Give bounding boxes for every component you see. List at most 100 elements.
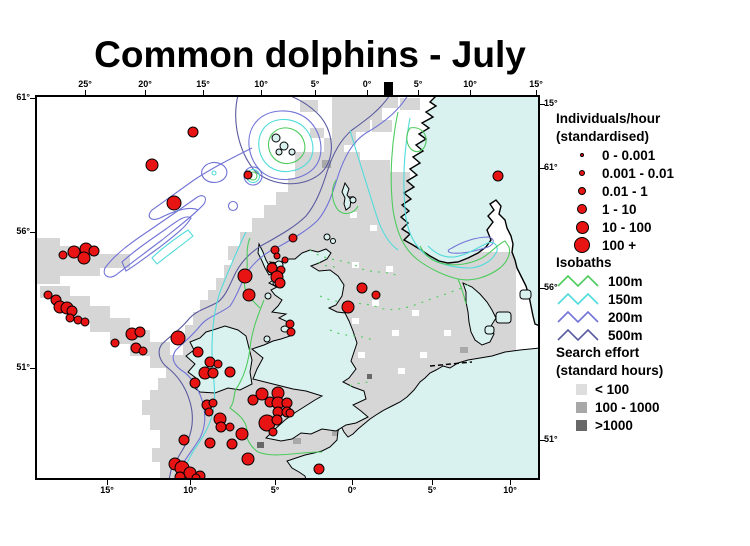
isobath-line-icon [557,310,599,324]
legend-effort-item: < 100 [556,380,748,398]
effort-label: 100 - 1000 [595,399,660,415]
sighting-dot [174,471,186,480]
island [519,289,532,300]
axis-tick [432,480,433,485]
sighting-dot [285,408,295,418]
sighting-dot [286,327,296,337]
sighting-dot [77,251,91,265]
sighting-dot [247,394,259,406]
sighting-size-icon [574,237,590,253]
black-marker [384,82,393,95]
effort-heading-2: (standard hours) [556,363,664,378]
britain-coast [250,248,369,442]
axis-tick [107,480,108,485]
sightings-layer [43,126,504,480]
sighting-dot [268,427,278,437]
legend-rate-item: 0.001 - 0.01 [556,164,748,182]
dot-swatch-box [570,203,594,215]
sighting-dot [191,473,201,480]
legend-isobath-item: 500m [556,326,748,344]
axis-tick [367,90,368,95]
dot-swatch-box [570,186,594,196]
rate-label: 0 - 0.001 [602,147,656,163]
isobath-line-icon [557,328,599,342]
sighting-dot [204,437,216,449]
sighting-dot [371,290,381,300]
axis-tick [540,440,545,441]
sighting-size-icon [578,169,586,177]
axis-label-left: 61° [16,92,30,102]
axis-label-right: 15° [544,98,558,108]
coastline-layer [185,95,540,480]
sighting-dot [313,463,325,475]
sighting-dot [170,330,186,346]
orkney [330,238,336,244]
sighting-dot [166,195,182,211]
effort-label: < 100 [595,381,630,397]
sighting-dot [271,414,283,426]
axis-tick [315,90,316,95]
axis-label-bottom: 0° [347,485,357,495]
legend-rate-item: 100 + [556,236,748,254]
rate-label: 1 - 10 [602,201,637,217]
shetland [341,181,352,211]
sighting-dot [145,158,159,172]
sighting-dot [281,256,289,264]
axis-tick [510,480,511,485]
isobath-line-icon [557,292,599,306]
legend-effort-item: 100 - 1000 [556,398,748,416]
isobath-label: 100m [608,273,643,289]
map-canvas [35,95,540,480]
axis-tick [85,90,86,95]
continental-europe-coast [286,347,540,480]
sighting-dot [80,317,90,327]
sighting-dot [288,233,298,243]
sighting-dot [204,407,214,417]
sighting-dot [255,387,269,401]
axis-tick [30,232,35,233]
sighting-dot [356,282,368,294]
sighting-dot [215,421,227,433]
axis-label-right: 51° [544,434,558,444]
rate-label: 100 + [602,237,637,253]
isobath-label: 500m [608,327,643,343]
faroe [288,148,296,156]
axis-tick [30,368,35,369]
map-title: Common dolphins - July [94,34,526,75]
axis-tick [190,480,191,485]
sighting-dot [65,313,75,323]
axis-label-top: 10° [254,79,268,89]
island [264,292,272,300]
axis-label-bottom: 5° [427,485,437,495]
axis-tick [352,480,353,485]
axis-label-top: 20° [138,79,152,89]
island [263,335,271,343]
faroe [271,133,281,143]
rate-legend-heading: Individuals/hour [556,111,661,126]
sighting-dot [192,346,204,358]
dot-swatch-box [570,169,594,177]
frisian-islands [429,361,473,367]
isobaths-heading: Isobaths [556,255,612,270]
legend-isobath-item: 150m [556,290,748,308]
effort-label: >1000 [595,417,633,433]
axis-label-top: 15° [196,79,210,89]
axis-label-right: 56° [544,282,558,292]
sighting-dot [273,252,281,260]
axis-tick [275,480,276,485]
sighting-dot [58,250,68,260]
sighting-dot [43,290,53,300]
sighting-dot [274,277,286,289]
axis-tick [30,98,35,99]
sighting-size-icon [579,152,585,158]
axis-label-top: 0° [362,79,372,89]
sighting-size-icon [577,186,587,196]
legend-rate-item: 1 - 10 [556,200,748,218]
effort-swatch [576,383,587,395]
isobath-label: 150m [608,291,643,307]
sighting-dot [241,452,255,466]
sighting-dot [235,427,249,441]
axis-label-left: 56° [16,226,30,236]
effort-swatch [576,419,587,431]
